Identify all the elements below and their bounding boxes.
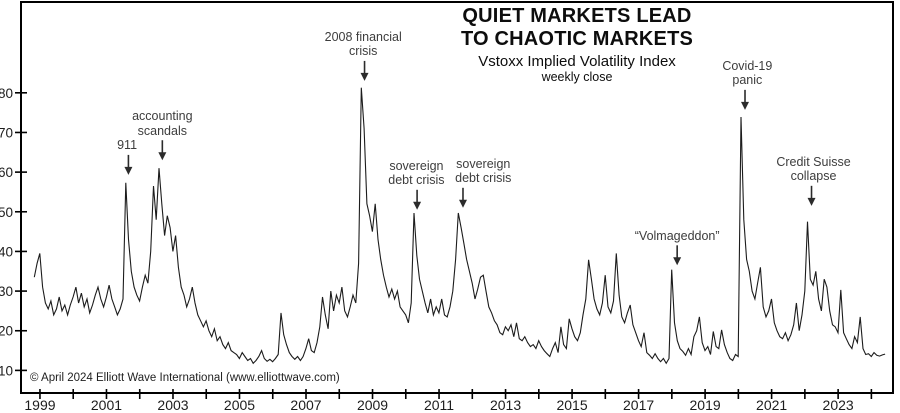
chart-title-line1: QUIET MARKETS LEAD	[462, 5, 692, 27]
svg-text:2015: 2015	[556, 397, 587, 413]
annotation-arrows	[124, 60, 816, 266]
chart-title-block: QUIET MARKETS LEAD TO CHAOTIC MARKETS Vs…	[461, 5, 693, 84]
annotation-volmageddon: “Volmageddon”	[634, 228, 720, 243]
svg-text:2003: 2003	[157, 397, 188, 413]
svg-text:2001: 2001	[91, 397, 122, 413]
y-axis-ticks: 10 20 30 40 50 60 70 80	[0, 86, 27, 378]
chart-subtitle: Vstoxx Implied Volatility Index	[478, 53, 676, 70]
annotation-sovereign-debt-crisis-1: sovereign debt crisis	[388, 158, 445, 188]
annotation-credit-suisse-collapse: Credit Suisse collapse	[776, 154, 851, 184]
annotation-accounting-scandals: accounting scandals	[132, 109, 193, 138]
svg-text:20: 20	[0, 324, 13, 339]
svg-text:50: 50	[0, 205, 13, 220]
svg-text:2017: 2017	[623, 397, 654, 413]
annotation-sovereign-debt-crisis-2: sovereign debt crisis	[455, 156, 512, 186]
svg-text:2007: 2007	[290, 397, 321, 413]
annotation-2008-financial-crisis: 2008 financial crisis	[324, 29, 402, 59]
svg-text:10: 10	[0, 363, 13, 378]
copyright-notice: © April 2024 Elliott Wave International …	[30, 372, 340, 384]
svg-text:40: 40	[0, 244, 13, 259]
svg-text:1999: 1999	[24, 397, 55, 413]
svg-text:2013: 2013	[490, 397, 521, 413]
chart-title-line2: TO CHAOTIC MARKETS	[460, 28, 694, 50]
svg-text:2009: 2009	[357, 397, 388, 413]
svg-text:2023: 2023	[823, 397, 854, 413]
svg-text:30: 30	[0, 284, 13, 299]
svg-text:2011: 2011	[424, 397, 454, 413]
svg-text:80: 80	[0, 86, 13, 101]
svg-text:2021: 2021	[756, 397, 787, 413]
axes	[20, 1, 894, 394]
vstoxx-series-line	[33, 87, 886, 365]
svg-text:2019: 2019	[690, 397, 721, 413]
chart-frequency-label: weekly close	[541, 70, 613, 84]
annotation-covid-19-panic: Covid-19 panic	[722, 58, 773, 88]
x-axis-ticks: 1999 2001 2003 2005 2007 2009 2011 2013 2015 2017…	[24, 389, 873, 413]
svg-text:70: 70	[0, 125, 13, 140]
svg-text:2005: 2005	[224, 397, 255, 413]
svg-text:60: 60	[0, 165, 13, 180]
annotation-911: 911	[117, 138, 138, 153]
